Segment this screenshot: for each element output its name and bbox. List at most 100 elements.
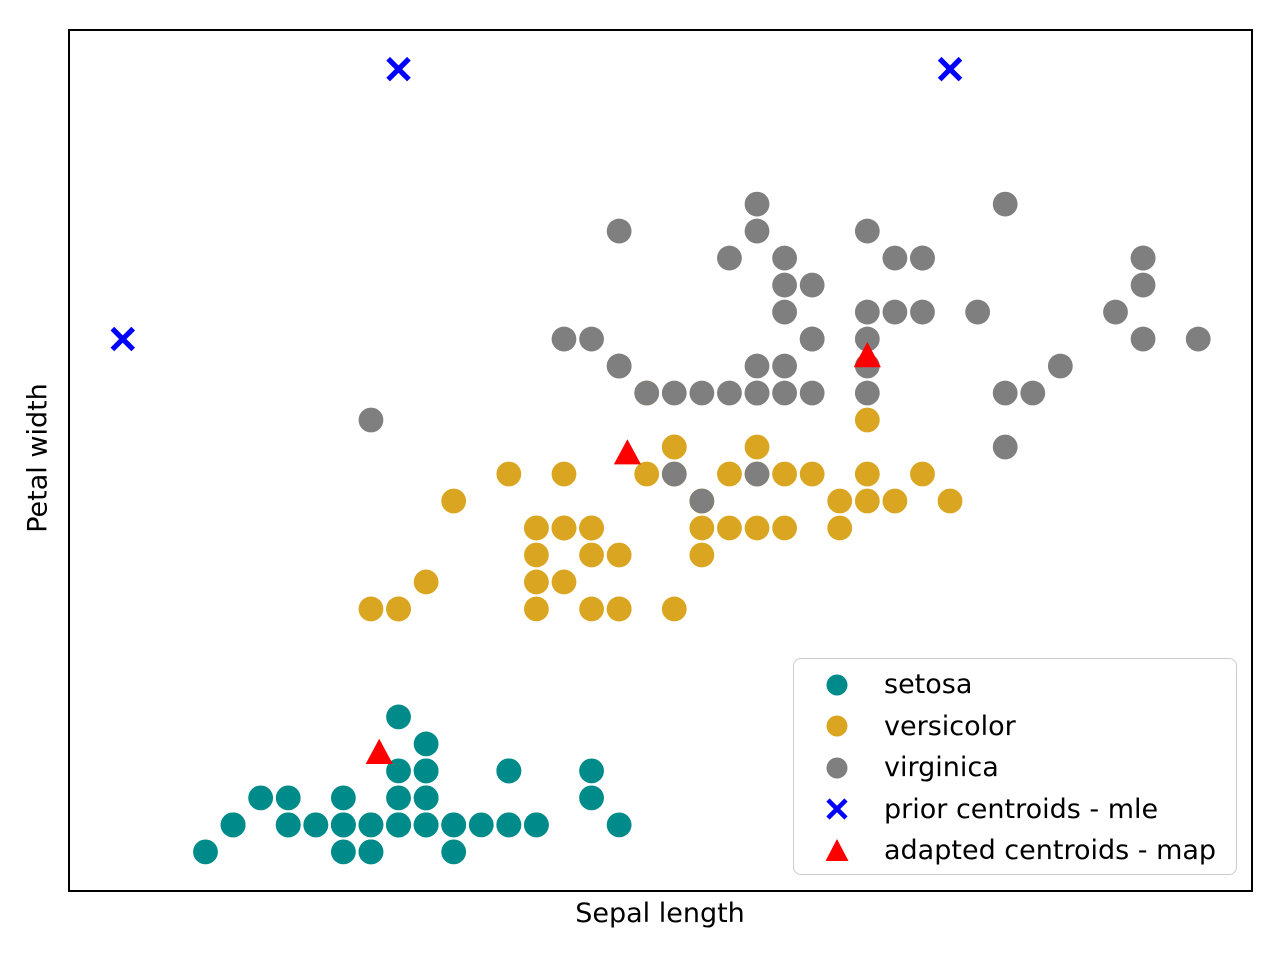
data-point: [606, 596, 632, 622]
data-point: [606, 353, 632, 379]
data-point: [1130, 272, 1156, 298]
data-point: [413, 812, 439, 838]
data-point: [772, 515, 797, 541]
data-point: [551, 569, 577, 595]
data-point: [799, 326, 825, 352]
legend: setosa versicolor virginica prior centro…: [793, 658, 1237, 875]
data-point: [965, 299, 991, 325]
data-point: [717, 380, 742, 406]
data-point: [524, 515, 549, 541]
legend-label: adapted centroids - map: [884, 835, 1217, 867]
data-point: [358, 839, 384, 865]
data-point: [413, 785, 439, 811]
data-point: [854, 299, 880, 325]
data-point: [606, 812, 632, 838]
data-point: [496, 758, 522, 784]
versicolor-points: [358, 380, 963, 622]
data-point: [551, 515, 577, 541]
data-point: [1047, 353, 1073, 379]
data-point: [910, 245, 935, 271]
data-point: [386, 758, 411, 784]
data-point: [717, 461, 742, 487]
data-point: [827, 515, 853, 541]
data-point: [772, 245, 797, 271]
data-point: [193, 839, 218, 865]
data-point: [744, 353, 770, 379]
data-point: [386, 785, 411, 811]
data-point: [799, 380, 825, 406]
data-point: [579, 596, 604, 622]
virginica-circle-icon: [826, 757, 848, 779]
virginica-points: [358, 191, 1211, 514]
legend-item-adapted-centroids: adapted centroids - map: [794, 830, 1236, 872]
data-point: [910, 461, 935, 487]
x-marker-icon: [826, 798, 848, 820]
data-point: [413, 731, 439, 757]
data-point: [413, 758, 439, 784]
data-point: [110, 326, 136, 352]
data-point: [854, 488, 880, 514]
data-point: [799, 272, 825, 298]
triangle-marker-icon: [825, 838, 849, 861]
data-point: [717, 245, 742, 271]
data-point: [330, 812, 356, 838]
data-point: [441, 812, 467, 838]
data-point: [1185, 326, 1211, 352]
data-point: [634, 380, 660, 406]
data-point: [1130, 245, 1156, 271]
x-axis-label: Sepal length: [575, 898, 745, 929]
data-point: [551, 461, 577, 487]
data-point: [689, 542, 715, 568]
data-point: [303, 812, 329, 838]
data-point: [1130, 326, 1156, 352]
data-point: [661, 380, 687, 406]
legend-label: virginica: [884, 752, 999, 784]
legend-item-versicolor: versicolor: [794, 706, 1236, 748]
data-point: [524, 596, 549, 622]
data-point: [524, 569, 549, 595]
data-point: [496, 461, 522, 487]
legend-label: setosa: [884, 669, 973, 701]
data-point: [744, 380, 770, 406]
legend-item-setosa: setosa: [794, 664, 1236, 706]
data-point: [1020, 380, 1046, 406]
legend-item-virginica: virginica: [794, 747, 1236, 789]
data-point: [689, 488, 715, 514]
data-point: [854, 407, 880, 433]
data-point: [468, 812, 494, 838]
data-point: [772, 353, 797, 379]
y-axis-label: Petal width: [22, 383, 54, 533]
data-point: [330, 839, 356, 865]
data-point: [579, 515, 604, 541]
data-point: [220, 812, 246, 838]
data-point: [579, 785, 604, 811]
data-point: [717, 515, 742, 541]
legend-label: prior centroids - mle: [884, 793, 1159, 825]
data-point: [579, 326, 604, 352]
data-point: [854, 380, 880, 406]
data-point: [1103, 299, 1128, 325]
data-point: [661, 596, 687, 622]
data-point: [772, 380, 797, 406]
data-point: [330, 785, 356, 811]
data-point: [744, 191, 770, 217]
data-point: [689, 515, 715, 541]
data-point: [579, 542, 604, 568]
data-point: [772, 272, 797, 298]
data-point: [937, 488, 963, 514]
data-point: [689, 380, 715, 406]
data-point: [882, 488, 908, 514]
legend-item-prior-centroids: prior centroids - mle: [794, 789, 1236, 831]
data-point: [275, 785, 301, 811]
data-point: [882, 245, 908, 271]
data-point: [441, 488, 467, 514]
data-point: [386, 704, 411, 730]
data-point: [386, 812, 411, 838]
data-point: [661, 434, 687, 460]
data-point: [551, 326, 577, 352]
data-point: [799, 461, 825, 487]
data-point: [441, 839, 467, 865]
data-point: [524, 542, 549, 568]
